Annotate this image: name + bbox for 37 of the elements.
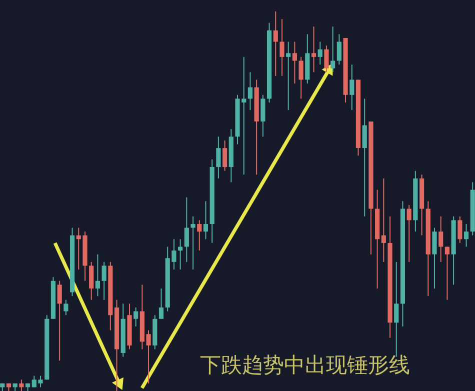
candlestick <box>134 306 138 327</box>
candlestick <box>458 216 462 244</box>
candlestick <box>222 140 228 172</box>
candlestick <box>64 299 68 316</box>
candlestick <box>184 196 189 262</box>
annotation: 下跌趋势中出现锤形线 <box>200 353 410 377</box>
candlestick <box>102 261 106 300</box>
candlestick <box>203 200 208 240</box>
candlestick <box>178 238 183 270</box>
candlestick <box>350 64 354 111</box>
candlestick <box>57 280 62 362</box>
candlestick <box>216 136 221 179</box>
candlestick <box>324 45 329 73</box>
candlestick <box>280 18 284 76</box>
candlestick <box>298 56 304 100</box>
candlestick <box>406 204 412 262</box>
candlestick <box>197 220 202 252</box>
candlestick <box>190 216 196 270</box>
candlestick <box>89 261 94 300</box>
candlestick <box>318 41 322 66</box>
candlestick <box>19 379 24 391</box>
candlestick <box>432 227 437 290</box>
candlestick <box>286 41 291 111</box>
candlestick <box>95 254 100 297</box>
candlestick <box>292 41 297 84</box>
candlestick <box>311 26 316 73</box>
candlestick <box>336 34 342 66</box>
candlestick <box>438 216 444 262</box>
candlestick <box>362 98 367 217</box>
candlestick <box>330 26 336 73</box>
candlestick <box>381 178 386 262</box>
candlestick <box>273 10 278 76</box>
candlestick <box>260 94 266 138</box>
candlestick <box>464 223 469 248</box>
candlestick <box>444 246 450 300</box>
candlestick <box>248 72 253 111</box>
candlestick <box>158 288 164 320</box>
